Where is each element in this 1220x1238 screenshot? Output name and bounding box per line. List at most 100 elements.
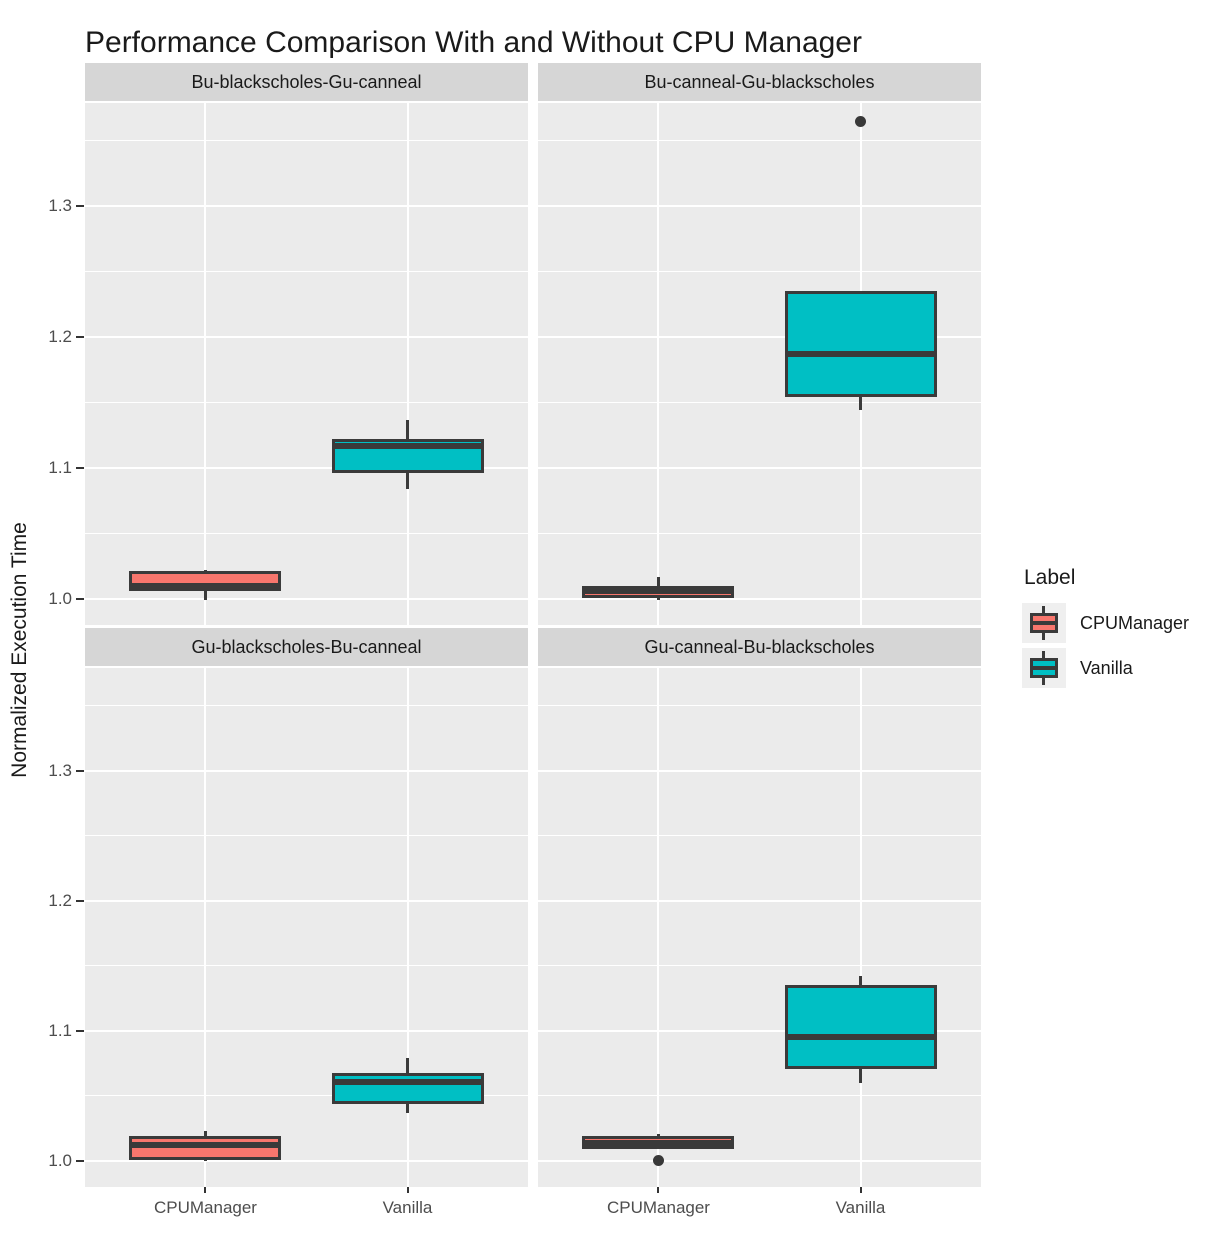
y-tick-label: 1.0: [48, 588, 72, 608]
gridline-major-v: [657, 103, 660, 625]
key-median-line: [1030, 666, 1058, 670]
y-tick-label: 1.2: [48, 890, 72, 910]
facet-panel: [85, 668, 528, 1187]
facet-panel: [538, 668, 981, 1187]
boxplot-median: [132, 582, 279, 589]
outlier-point: [855, 115, 866, 127]
outlier-point: [652, 1155, 664, 1167]
y-axis-tick: [76, 1029, 84, 1032]
gridline-major-h: [85, 467, 528, 469]
boxplot-median: [132, 1142, 279, 1149]
y-tick-label: 1.1: [48, 1020, 72, 1040]
gridline-major-h: [538, 467, 981, 469]
gridline-minor-h: [85, 532, 528, 534]
y-tick-label: 1.1: [48, 458, 72, 477]
key-median-line: [1030, 621, 1058, 625]
gridline-major-h: [85, 1029, 528, 1032]
gridline-major-v: [657, 668, 660, 1187]
gridline-major-h: [85, 336, 528, 339]
x-axis-tick: [657, 1187, 660, 1193]
y-axis-tick: [76, 336, 84, 339]
gridline-major-v: [406, 668, 409, 1187]
facet-strip: Bu-blackscholes-Gu-canneal: [85, 63, 528, 101]
gridline-major-h: [538, 336, 981, 339]
gridline-minor-h: [538, 965, 981, 967]
x-tick-label: CPUManager: [153, 1198, 257, 1217]
x-axis-tick: [406, 1187, 409, 1193]
gridline-minor-h: [538, 140, 981, 142]
y-axis-tick: [76, 597, 84, 600]
boxplot-box: [784, 291, 937, 398]
gridline-minor-h: [85, 965, 528, 967]
gridline-minor-h: [538, 705, 981, 707]
gridline-minor-h: [85, 271, 528, 273]
boxplot-median: [334, 1078, 481, 1085]
gridline-minor-h: [85, 1095, 528, 1097]
y-tick-label: 1.3: [48, 760, 72, 780]
gridline-minor-h: [538, 1095, 981, 1097]
gridline-minor-h: [85, 705, 528, 707]
x-tick-label: CPUManager: [606, 1198, 710, 1217]
boxplot-median: [787, 351, 934, 358]
gridline-major-h: [85, 205, 528, 208]
boxplot-key-icon: [1022, 648, 1066, 688]
chart-title: Performance Comparison With and Without …: [85, 26, 862, 59]
y-axis-tick: [76, 467, 84, 469]
gridline-major-h: [538, 205, 981, 208]
boxplot-box: [784, 985, 937, 1069]
y-axis-tick: [76, 205, 84, 208]
gridline-minor-h: [538, 271, 981, 273]
legend: Label CPUManager Vanilla: [1022, 566, 1189, 693]
boxplot-median: [334, 442, 481, 449]
gridline-major-h: [538, 1159, 981, 1162]
legend-item-cpumanager: CPUManager: [1022, 603, 1189, 643]
y-axis-tick: [76, 899, 84, 902]
legend-item-vanilla: Vanilla: [1022, 648, 1189, 688]
y-tick-label: 1.3: [48, 196, 72, 216]
boxplot-median: [585, 1139, 732, 1146]
boxplot-median: [585, 587, 732, 594]
y-tick-label: 1.0: [48, 1150, 72, 1170]
facet-panel: [85, 103, 528, 625]
gridline-major-h: [538, 769, 981, 772]
boxplot-key-icon: [1022, 603, 1066, 643]
boxplot-box: [331, 1072, 484, 1104]
facet-strip: Bu-canneal-Gu-blackscholes: [538, 63, 981, 101]
y-axis-tick: [76, 769, 84, 772]
gridline-major-h: [85, 769, 528, 772]
y-axis-tick: [76, 1159, 84, 1162]
gridline-minor-h: [85, 140, 528, 142]
facet-strip: Gu-blackscholes-Bu-canneal: [85, 628, 528, 666]
gridline-major-h: [538, 1029, 981, 1032]
gridline-minor-h: [538, 402, 981, 404]
gridline-major-h: [85, 597, 528, 600]
gridline-minor-h: [538, 532, 981, 534]
gridline-major-v: [859, 668, 862, 1187]
gridline-major-h: [538, 597, 981, 600]
x-axis-tick: [859, 1187, 862, 1193]
gridline-major-v: [204, 668, 207, 1187]
x-tick-label: Vanilla: [835, 1198, 886, 1217]
legend-label: Vanilla: [1080, 657, 1133, 678]
facet-label: Bu-canneal-Gu-blackscholes: [644, 71, 875, 92]
y-tick-label: 1.2: [48, 327, 72, 347]
facet-label: Gu-canneal-Bu-blackscholes: [644, 636, 875, 657]
gridline-major-v: [204, 103, 207, 625]
gridline-minor-h: [85, 402, 528, 404]
x-tick-label: Vanilla: [382, 1198, 433, 1217]
x-axis-tick: [204, 1187, 207, 1193]
legend-title: Label: [1024, 566, 1076, 589]
gridline-minor-h: [85, 835, 528, 837]
gridline-major-v: [406, 103, 409, 625]
gridline-major-h: [538, 899, 981, 902]
facet-panel: [538, 103, 981, 625]
gridline-major-h: [85, 1159, 528, 1162]
boxplot-median: [787, 1034, 934, 1041]
facet-label: Bu-blackscholes-Gu-canneal: [191, 71, 422, 92]
facet-strip: Gu-canneal-Bu-blackscholes: [538, 628, 981, 666]
facet-label: Gu-blackscholes-Bu-canneal: [191, 636, 422, 657]
gridline-major-h: [85, 899, 528, 902]
gridline-minor-h: [538, 835, 981, 837]
legend-label: CPUManager: [1080, 612, 1190, 633]
